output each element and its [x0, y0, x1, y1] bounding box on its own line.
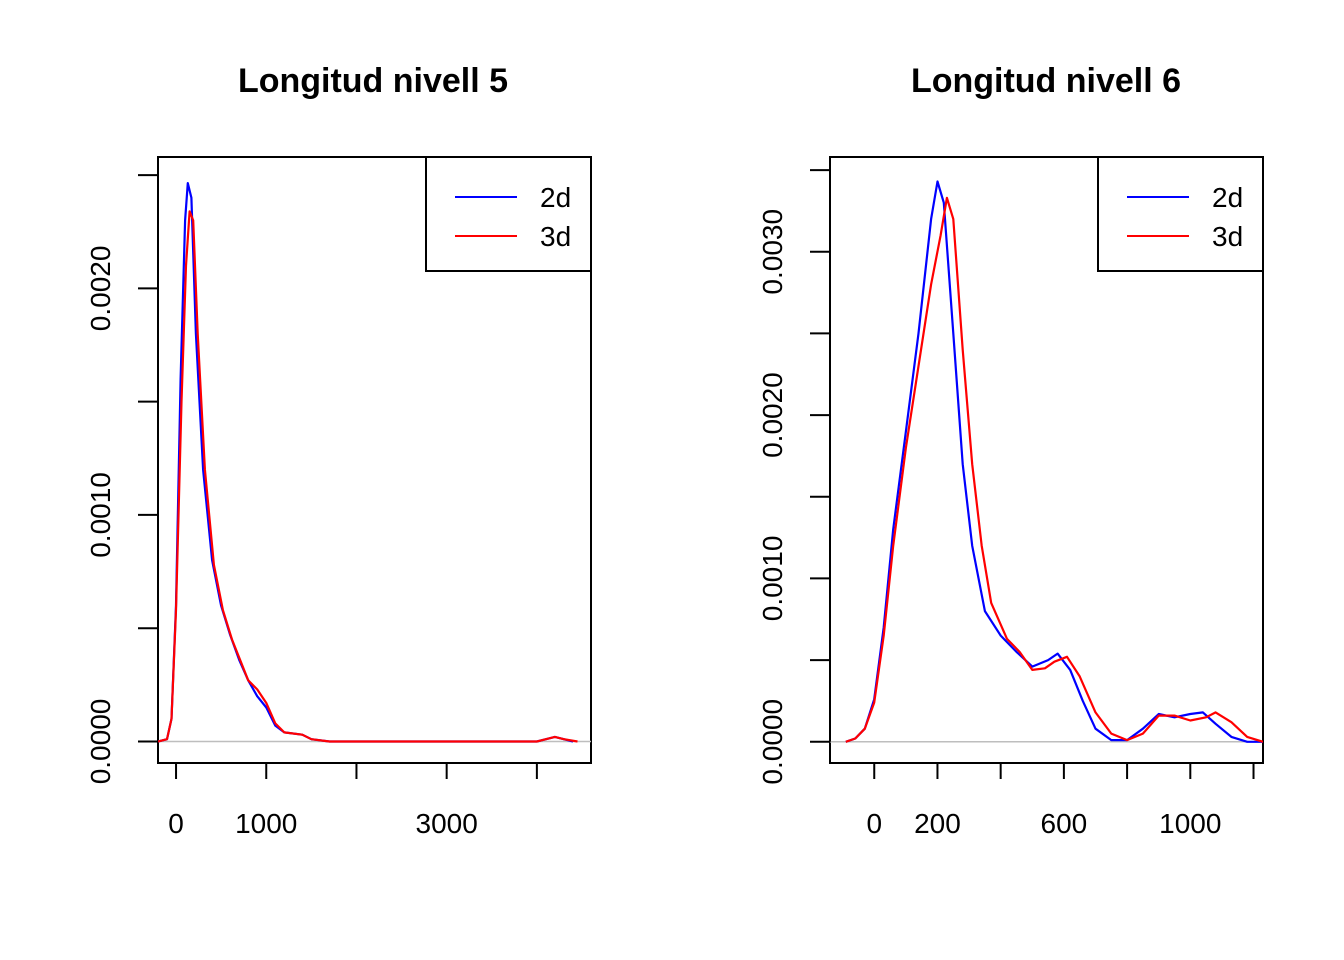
x-tick-label: 1000	[1159, 808, 1221, 839]
panel-level-5-marks: 0 1000 3000 0.0000 0.0010 0.0020	[85, 156, 592, 839]
panel-level-6: Longitud nivell 6 0 200 600 1000 0.0000 0.001…	[757, 62, 1264, 839]
series-line-3d	[158, 210, 578, 743]
legend-label-2d: 2d	[540, 182, 571, 213]
legend-box	[1097, 156, 1264, 272]
y-tick-label: 0.0020	[85, 246, 116, 332]
panel-level-5: Longitud nivell 5 0 1000 30000.00000.00100…	[85, 62, 592, 839]
y-tick-label: 0.0000	[757, 699, 788, 785]
y-tick-label: 0.0010	[757, 536, 788, 622]
y-tick-label: 0.0030	[757, 209, 788, 295]
x-tick-label: 200	[914, 808, 961, 839]
chart-title-level-6: Longitud nivell 6	[911, 62, 1181, 100]
x-tick-label: 0	[866, 808, 882, 839]
x-tick-label: 600	[1041, 808, 1088, 839]
y-tick-label: 0.0000	[85, 699, 116, 785]
series-line-3d	[845, 196, 1263, 743]
legend-level-5: 2d 3d	[425, 156, 592, 272]
x-tick-label: 0	[168, 808, 184, 839]
x-tick-label: 3000	[416, 808, 478, 839]
y-tick-label: 0.0020	[757, 372, 788, 458]
chart-title-level-5: Longitud nivell 5	[238, 62, 508, 100]
legend-box	[425, 156, 592, 272]
y-tick-label: 0.0010	[85, 472, 116, 558]
legend-label-3d: 3d	[540, 221, 571, 252]
legend-label-2d: 2d	[1212, 182, 1243, 213]
legend-label-3d: 3d	[1212, 221, 1243, 252]
x-tick-label: 1000	[235, 808, 297, 839]
panel-level-6-marks: 0 200 600 1000 0.0000 0.0010 0.0020 0.0030	[757, 156, 1264, 839]
legend-level-6: 2d 3d	[1097, 156, 1264, 272]
